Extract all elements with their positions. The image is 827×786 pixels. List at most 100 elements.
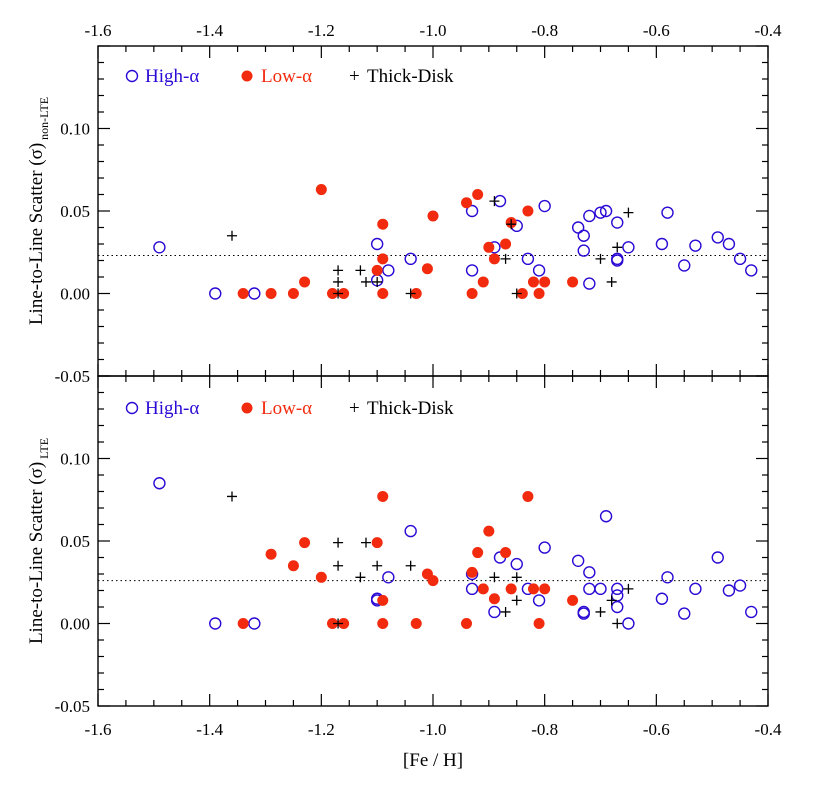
low-alpha-point (371, 537, 383, 549)
low-alpha-point (421, 263, 433, 275)
thick-disk-point (333, 537, 344, 548)
low-alpha-point (327, 288, 338, 299)
high-alpha-point (599, 510, 613, 523)
high-alpha-point (209, 617, 222, 630)
high-alpha-point (577, 607, 590, 620)
bottom-x-tick-label: -1.4 (196, 720, 223, 739)
high-alpha-point (622, 241, 635, 254)
thick-disk-point (405, 560, 416, 571)
low-alpha-point (500, 547, 512, 559)
top-y-axis-label-main: Line-to-Line Scatter (σ) (26, 143, 47, 325)
high-alpha-point (465, 582, 479, 596)
low-alpha-point (528, 583, 539, 595)
high-alpha-point (510, 557, 523, 571)
thick-disk-point (511, 572, 522, 583)
y-axis-tick-labels: -0.05 0.00 0.05 0.10 -0.05 0.00 0.05 0.10 (55, 120, 90, 717)
top-x-tick-label: -1.4 (196, 21, 223, 40)
thick-disk-point (333, 288, 344, 299)
thick-disk-point (606, 595, 617, 606)
high-alpha-point (488, 605, 501, 619)
high-alpha-point (711, 231, 724, 244)
high-alpha-point (689, 582, 702, 596)
low-alpha-point (410, 618, 422, 629)
low-alpha-point (377, 594, 389, 606)
top-x-tick-label: -1.2 (308, 21, 335, 40)
bottom-x-tick-label: -0.6 (643, 720, 670, 739)
bottom-x-tick-label: -1.6 (85, 720, 112, 739)
thick-disk-point (333, 618, 344, 629)
low-alpha-point (377, 218, 389, 230)
high-alpha-point (571, 221, 585, 234)
high-alpha-point (611, 254, 624, 267)
high-alpha-point (465, 204, 479, 218)
thick-disk-point (489, 572, 500, 583)
low-alpha-point (528, 276, 539, 288)
bottom-legend: High-α Low-α + Thick-Disk (125, 398, 454, 419)
low-alpha-point (567, 276, 579, 288)
low-alpha-point (287, 288, 299, 299)
low-alpha-point (377, 288, 389, 299)
high-alpha-point (745, 264, 758, 277)
high-alpha-point (678, 607, 691, 620)
high-alpha-point (722, 237, 736, 251)
high-alpha-point (594, 206, 607, 219)
thick-disk-point (595, 606, 606, 617)
bottom-x-tick-label: -0.4 (755, 720, 782, 739)
low-alpha-point (472, 189, 484, 200)
bottom-y-axis-label: Line-to-Line Scatter (σ) LTE (26, 438, 51, 644)
low-alpha-point (265, 288, 277, 299)
low-alpha-point (466, 288, 478, 299)
low-alpha-point (472, 547, 484, 559)
bottom-x-tick-label: -1.2 (308, 720, 335, 739)
low-alpha-point (483, 525, 495, 537)
low-alpha-point (427, 575, 439, 587)
thick-disk-point (227, 491, 237, 502)
low-alpha-point (522, 205, 534, 217)
low-alpha-point (338, 288, 350, 299)
low-alpha-point (533, 618, 545, 629)
low-alpha-point (338, 618, 350, 629)
thick-disk-point (623, 583, 634, 594)
low-alpha-point (533, 288, 545, 299)
low-alpha-point (377, 253, 389, 265)
legend-high-alpha-marker (125, 69, 139, 83)
high-alpha-point (538, 199, 551, 213)
bottom-y-axis-label-main: Line-to-Line Scatter (σ) (26, 462, 47, 644)
thick-disk-point (500, 253, 511, 264)
y-tick-label: -0.05 (55, 367, 90, 386)
low-alpha-point (488, 593, 500, 605)
high-alpha-point (532, 594, 546, 607)
high-alpha-point (583, 209, 596, 223)
top-y-axis-label-sub: non-LTE (37, 97, 51, 140)
low-alpha-point (327, 618, 338, 629)
top-legend: High-α Low-α + Thick-Disk (125, 66, 454, 87)
low-alpha-point (477, 276, 489, 288)
legend-thick-disk-marker: + (349, 66, 360, 87)
high-alpha-point (382, 571, 395, 584)
legend-low-alpha-label: Low-α (261, 398, 312, 419)
top-x-tick-label: -1.0 (420, 21, 447, 40)
thick-disk-point (355, 572, 366, 583)
high-alpha-point (532, 264, 546, 277)
high-alpha-point (577, 229, 590, 242)
high-alpha-point (655, 237, 669, 251)
high-alpha-point (661, 571, 674, 584)
low-alpha-point (299, 537, 311, 549)
low-alpha-point (377, 490, 389, 502)
high-alpha-point (733, 579, 747, 592)
low-alpha-point (516, 288, 528, 299)
bottom-y-axis-label-sub: LTE (37, 438, 51, 459)
top-x-tick-label: -1.6 (85, 21, 112, 40)
high-alpha-point (599, 204, 613, 218)
thick-disk-point (361, 276, 371, 287)
reference-lines (98, 255, 768, 582)
thick-disk-point (606, 276, 617, 287)
high-alpha-point (248, 287, 261, 300)
bottom-x-tick-label: -0.8 (531, 720, 558, 739)
high-alpha-point (521, 252, 535, 266)
high-alpha-point (370, 237, 384, 251)
low-alpha-point (427, 210, 439, 222)
high-alpha-point (577, 244, 590, 257)
thick-disk-point (355, 265, 366, 276)
y-tick-label: -0.05 (55, 697, 90, 716)
